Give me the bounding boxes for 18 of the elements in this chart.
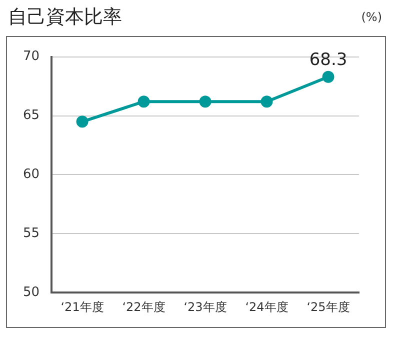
point: [138, 96, 150, 108]
chart-title: 自己資本比率: [8, 5, 122, 30]
y-tick-label: 70: [22, 49, 40, 64]
point: [260, 96, 273, 108]
point: [322, 70, 334, 83]
point: [199, 96, 212, 108]
y-axis-title: (%): [361, 10, 382, 24]
y-tick-label: 50: [22, 284, 40, 300]
x-tick-label: ‘23年度: [184, 300, 227, 314]
x-tick-label: ‘22年度: [122, 300, 166, 314]
y-tick-label: 60: [22, 167, 40, 182]
x-tick-label: ‘25年度: [306, 300, 350, 314]
point: [76, 116, 88, 128]
y-tick-label: 55: [22, 226, 40, 242]
x-tick-label: ‘24年度: [245, 300, 288, 314]
data-label: 68.3: [309, 50, 348, 70]
x-tick-label: ‘21年度: [60, 300, 104, 314]
y-tick-label: 65: [22, 108, 40, 124]
